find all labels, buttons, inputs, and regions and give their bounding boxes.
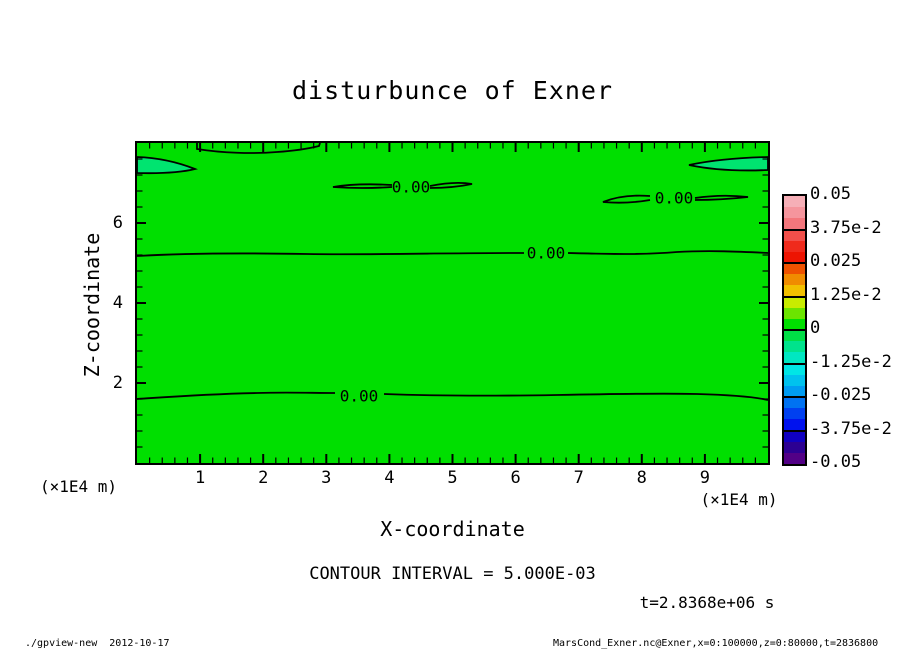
x-axis-unit: (×1E4 m) [700, 490, 778, 509]
contour-value-label: 0.00 [526, 243, 566, 263]
left-edge-blob-contour [137, 156, 198, 175]
colorbar-label: -0.025 [810, 385, 872, 405]
contour-value-label: 0.00 [654, 188, 694, 208]
colorbar-band [784, 330, 805, 342]
colorbar-band [784, 263, 805, 275]
colorbar-label: -3.75e-2 [810, 418, 892, 439]
colorbar-band [784, 251, 805, 264]
colorbar-band [784, 352, 805, 364]
colorbar-label: 0 [810, 318, 821, 338]
colorbar-label: 0.025 [810, 251, 862, 271]
colorbar-band [784, 374, 805, 386]
colorbar-label: -1.25e-2 [810, 351, 892, 372]
colorbar-band [784, 307, 805, 319]
colorbar-band [784, 196, 805, 208]
colorbar-band [784, 218, 805, 230]
colorbar-label: -0.05 [810, 452, 862, 472]
colorbar-band [784, 285, 805, 297]
x-tick-label: 2 [258, 468, 269, 488]
colorbar-segment-divider [784, 295, 805, 298]
contour-value-label: 0.00 [391, 177, 431, 197]
y-axis-unit: (×1E4 m) [40, 477, 118, 496]
plot-title: disturbunce of Exner [291, 76, 614, 105]
contour-plot-area: 0.00 0.00 0.00 0.00 [135, 141, 770, 465]
x-axis-label: X-coordinate [380, 517, 525, 541]
x-tick-label: 9 [699, 468, 711, 488]
contour-value-label: 0.00 [339, 386, 379, 406]
right-edge-blob-contour [688, 156, 768, 172]
colorbar-band [784, 408, 805, 420]
zero-contour-paths [137, 143, 768, 401]
zero-contour-upper-line [137, 250, 768, 257]
mid-lens-right [429, 181, 473, 189]
colorbar-band [784, 397, 805, 409]
x-tick-label: 4 [384, 468, 395, 488]
colorbar-label: 3.75e-2 [810, 217, 882, 238]
x-tick-label: 5 [447, 468, 458, 488]
colorbar-label: 1.25e-2 [810, 284, 882, 305]
x-tick-label: 6 [510, 468, 521, 488]
contour-lines-layer [137, 143, 768, 463]
footer-data-source: MarsCond_Exner.nc@Exner,x=0:100000,z=0:8… [553, 638, 879, 649]
colorbar-band [784, 318, 805, 331]
colorbar-band [784, 207, 805, 219]
right-lens-right [694, 194, 749, 201]
colorbar-band [784, 240, 805, 252]
colorbar-band [784, 296, 805, 308]
colorbar-segment-divider [784, 396, 805, 398]
x-tick-label: 8 [636, 468, 647, 488]
x-tick-label: 1 [194, 468, 206, 488]
colorbar [782, 194, 807, 466]
colorbar-band [784, 385, 805, 398]
colorbar-label: 0.05 [810, 184, 851, 204]
colorbar-band [784, 419, 805, 431]
x-tick-label: 3 [321, 468, 332, 488]
y-tick-label: 2 [112, 373, 123, 393]
contour-interval-note: CONTOUR INTERVAL = 5.000E-03 [309, 564, 596, 584]
axis-ticks [137, 143, 768, 463]
colorbar-segment-divider [784, 262, 805, 264]
colorbar-segment-divider [784, 329, 805, 331]
footer-command-date: ./gpview-new 2012-10-17 [25, 638, 170, 649]
x-tick-label: 7 [573, 468, 584, 488]
colorbar-band [784, 363, 805, 375]
colorbar-segment-divider [784, 228, 805, 231]
colorbar-band [784, 229, 805, 241]
y-tick-label: 6 [112, 213, 123, 233]
colorbar-segment-divider [784, 362, 805, 365]
colorbar-band [784, 430, 805, 442]
top-edge-sliver-contour [196, 143, 321, 154]
colorbar-band [784, 441, 805, 453]
time-annotation: t=2.8368e+06 s [639, 593, 775, 612]
mid-lens-left [332, 183, 393, 189]
colorbar-band [784, 452, 805, 465]
zero-contour-lower-line [137, 391, 768, 401]
colorbar-band [784, 274, 805, 286]
y-tick-label: 4 [112, 293, 123, 313]
colorbar-segment-divider [784, 429, 805, 432]
colorbar-band [784, 341, 805, 353]
right-lens-left [602, 194, 651, 204]
